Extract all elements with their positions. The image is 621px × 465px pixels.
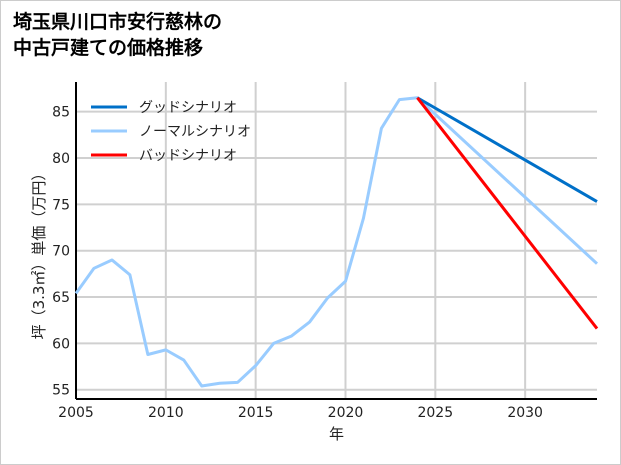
- x-tick-label: 2015: [238, 405, 274, 421]
- x-tick-label: 2025: [417, 405, 453, 421]
- legend-label: ノーマルシナリオ: [139, 124, 251, 140]
- series-line-1: [416, 96, 598, 203]
- x-tick-label: 2010: [148, 405, 184, 421]
- y-tick-label: 75: [52, 197, 70, 213]
- chart-title: 埼玉県川口市安行慈林の 中古戸建ての価格推移: [13, 9, 222, 61]
- y-tick-label: 70: [52, 244, 70, 260]
- x-tick-label: 2020: [328, 405, 364, 421]
- series-line-3: [416, 96, 599, 330]
- legend-label: バッドシナリオ: [139, 148, 237, 164]
- x-tick-label: 2005: [58, 405, 94, 421]
- legend-label: グッドシナリオ: [139, 100, 237, 116]
- y-tick-label: 55: [52, 383, 70, 399]
- y-axis-label: 坪（3.3㎡）単価（万円）: [30, 166, 48, 340]
- y-tick-label: 85: [52, 105, 70, 121]
- title-line-1: 埼玉県川口市安行慈林の: [13, 11, 223, 33]
- title-line-2: 中古戸建ての価格推移: [13, 37, 204, 59]
- x-tick-label: 2030: [507, 405, 543, 421]
- y-tick-label: 60: [52, 336, 70, 352]
- x-axis-label: 年: [329, 425, 344, 443]
- y-tick-label: 65: [52, 290, 70, 306]
- series-line-2: [74, 96, 599, 388]
- y-tick-label: 80: [52, 151, 70, 167]
